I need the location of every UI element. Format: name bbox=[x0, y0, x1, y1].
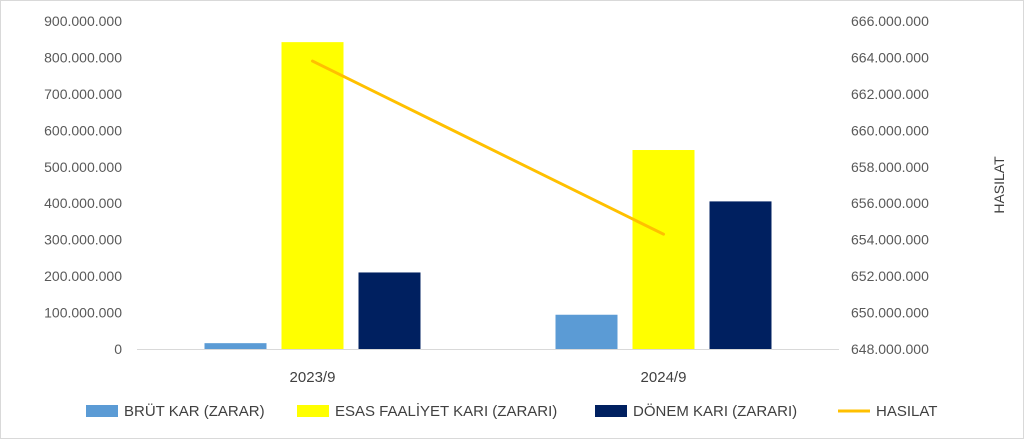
right-tick-label: 654.000.000 bbox=[851, 232, 929, 248]
right-tick-label: 660.000.000 bbox=[851, 122, 929, 138]
category-label: 2023/9 bbox=[290, 369, 336, 386]
left-tick-label: 500.000.000 bbox=[44, 159, 122, 175]
category-label: 2024/9 bbox=[641, 369, 687, 386]
right-tick-label: 664.000.000 bbox=[851, 49, 929, 65]
left-tick-label: 800.000.000 bbox=[44, 49, 122, 65]
right-axis-title: HASILAT bbox=[991, 156, 1007, 214]
left-tick-label: 700.000.000 bbox=[44, 86, 122, 102]
left-tick-label: 600.000.000 bbox=[44, 122, 122, 138]
bar bbox=[204, 343, 267, 349]
right-tick-label: 662.000.000 bbox=[851, 86, 929, 102]
right-axis-ticks: 648.000.000 650.000.000 652.000.000 654.000… bbox=[851, 13, 929, 357]
left-tick-label: 0 bbox=[114, 341, 122, 357]
bar-marks bbox=[204, 42, 772, 349]
right-tick-label: 648.000.000 bbox=[851, 341, 929, 357]
bar bbox=[281, 42, 344, 349]
legend-swatch bbox=[595, 405, 627, 417]
right-tick-label: 650.000.000 bbox=[851, 305, 929, 321]
legend-label: BRÜT KAR (ZARAR) bbox=[124, 402, 265, 420]
bar bbox=[632, 150, 695, 349]
bar bbox=[709, 201, 772, 349]
legend-swatch bbox=[86, 405, 118, 417]
hasilat-line bbox=[311, 59, 665, 236]
category-labels: 2023/9 2024/9 bbox=[290, 369, 687, 386]
bar bbox=[358, 272, 421, 349]
left-tick-label: 400.000.000 bbox=[44, 195, 122, 211]
line-marks bbox=[311, 59, 665, 236]
legend-swatch bbox=[297, 405, 329, 417]
left-axis-ticks: 0 100.000.000 200.000.000 300.000.000 400.00… bbox=[44, 13, 122, 357]
right-tick-label: 652.000.000 bbox=[851, 268, 929, 284]
right-tick-label: 656.000.000 bbox=[851, 195, 929, 211]
left-tick-label: 900.000.000 bbox=[44, 13, 122, 29]
legend: BRÜT KAR (ZARAR) ESAS FAALİYET KARI (ZARA… bbox=[86, 402, 937, 420]
left-tick-label: 100.000.000 bbox=[44, 305, 122, 321]
left-tick-label: 300.000.000 bbox=[44, 232, 122, 248]
bar bbox=[555, 314, 618, 349]
left-tick-label: 200.000.000 bbox=[44, 268, 122, 284]
legend-label: DÖNEM KARI (ZARARI) bbox=[633, 402, 797, 420]
legend-label: ESAS FAALİYET KARI (ZARARI) bbox=[335, 402, 557, 420]
legend-label: HASILAT bbox=[876, 403, 937, 420]
right-tick-label: 658.000.000 bbox=[851, 159, 929, 175]
right-tick-label: 666.000.000 bbox=[851, 13, 929, 29]
